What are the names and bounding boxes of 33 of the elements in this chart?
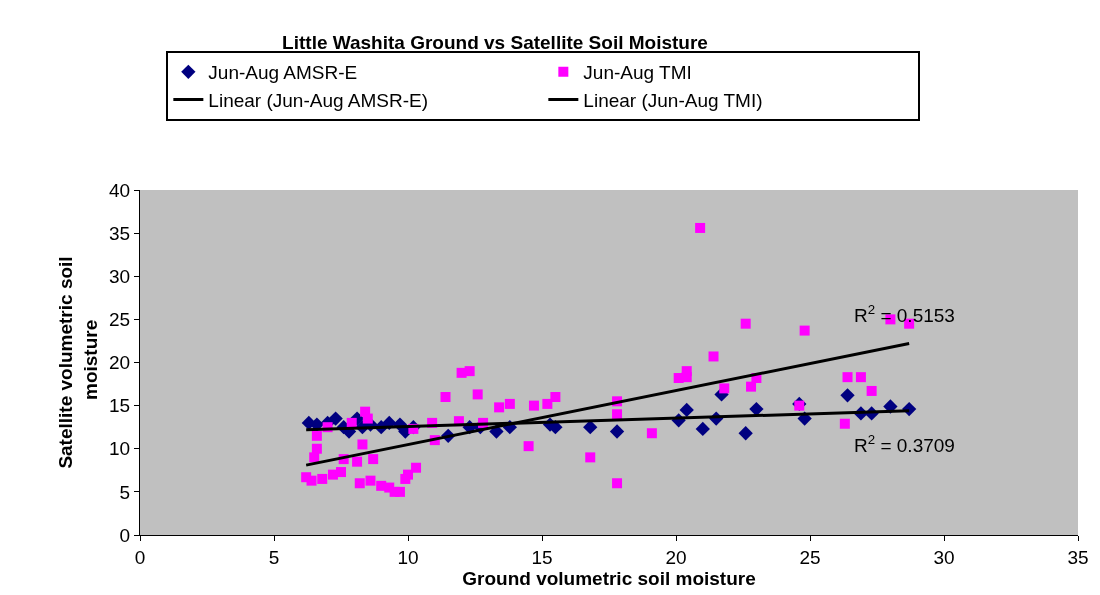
annotation: R$^{2}$ = 0.5153 (854, 302, 955, 326)
y-tick-label: 30 (109, 265, 131, 287)
x-tick-label: 30 (933, 546, 955, 568)
legend-label: Linear (Jun-Aug TMI) (583, 89, 763, 111)
point (328, 411, 343, 426)
legend-label: Jun-Aug AMSR-E (208, 62, 358, 84)
y-tick-label: 0 (119, 524, 131, 546)
y-axis-title: Satellite volumetric soil moisture (55, 256, 101, 469)
x-tick-label: 20 (665, 546, 687, 568)
annotation: R$^{2}$ = 0.3709 (854, 432, 955, 456)
x-tick-label: 25 (799, 546, 821, 568)
y-tick-label: 10 (109, 438, 131, 460)
legend-label: Linear (Jun-Aug AMSR-E) (208, 89, 428, 111)
legend-label: Jun-Aug TMI (583, 62, 692, 84)
x-tick-label: 15 (531, 546, 553, 568)
y-tick-label: 35 (109, 222, 131, 244)
y-tick-label: 25 (109, 309, 131, 331)
x-tick-label: 0 (134, 546, 146, 568)
point (695, 421, 710, 437)
y-tick-label: 40 (109, 179, 131, 201)
y-tick-label: 20 (109, 352, 131, 374)
chart-title: Little Washita Ground vs Satellite Soil Moisture (282, 32, 708, 53)
point (583, 420, 598, 435)
y-tick-label: 15 (109, 395, 131, 417)
point (840, 388, 855, 403)
y-tick-label: 5 (119, 481, 131, 503)
x-axis-title: Ground volumetric soil moisture (462, 567, 756, 589)
x-tick-label: 10 (397, 546, 419, 568)
point (738, 426, 753, 441)
x-tick-label: 5 (268, 546, 280, 568)
x-tick-label: 35 (1067, 546, 1089, 568)
point (609, 424, 625, 439)
point (679, 402, 694, 418)
